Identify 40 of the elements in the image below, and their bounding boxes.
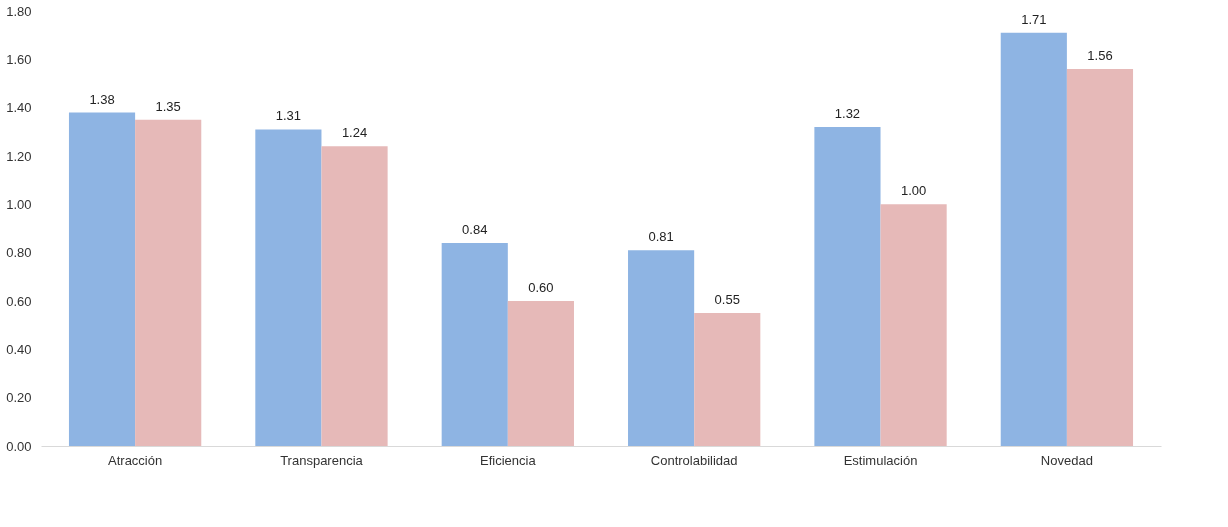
data-label: 1.56 <box>1087 48 1113 63</box>
data-label: 0.84 <box>462 222 488 237</box>
data-label: 0.81 <box>648 229 674 245</box>
x-tick-label: Novedad <box>1040 452 1093 468</box>
bar <box>814 127 881 446</box>
data-label: 1.00 <box>900 183 927 199</box>
data-label: 1.71 <box>1021 11 1047 27</box>
x-tick-label: Eficiencia <box>480 452 537 468</box>
bar <box>1066 69 1134 446</box>
y-tick-label: 0.20 <box>6 390 32 406</box>
bar <box>507 301 574 446</box>
y-tick-label: 1.20 <box>6 148 32 164</box>
y-tick-label: 0.80 <box>6 245 32 261</box>
x-tick-label: Controlabilidad <box>650 452 738 468</box>
y-tick-label: 1.80 <box>6 3 32 19</box>
data-label: 1.35 <box>155 98 181 114</box>
y-tick-label: 0.00 <box>6 438 32 454</box>
data-label: 0.55 <box>714 292 740 308</box>
bar <box>1000 32 1067 446</box>
bar <box>135 119 202 446</box>
x-tick-label: Atracción <box>108 452 163 468</box>
y-tick-label: 1.00 <box>6 196 32 212</box>
bar <box>255 129 322 446</box>
y-tick-label: 1.40 <box>6 100 32 116</box>
y-tick-label: 1.60 <box>6 51 32 67</box>
data-label: 1.32 <box>834 106 861 121</box>
bar <box>68 112 136 446</box>
y-tick-label: 0.40 <box>6 341 32 357</box>
data-label: 1.38 <box>89 91 115 107</box>
x-tick-label: Transparencia <box>280 452 364 468</box>
data-label: 0.60 <box>528 280 554 295</box>
data-label: 1.24 <box>341 125 368 141</box>
bar <box>694 313 761 446</box>
bar <box>321 146 388 446</box>
bar <box>628 250 695 446</box>
x-tick-label: Estimulación <box>843 452 918 468</box>
bar <box>441 243 508 446</box>
y-tick-label: 0.60 <box>6 293 32 309</box>
data-label: 1.31 <box>275 108 302 124</box>
bar <box>880 204 947 446</box>
